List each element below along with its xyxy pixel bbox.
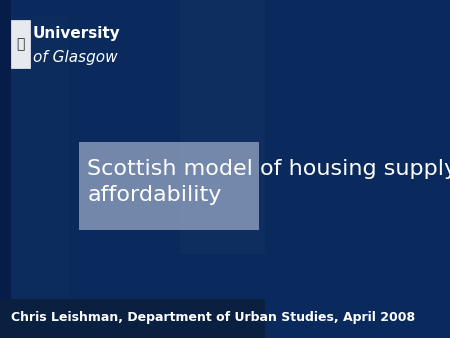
FancyBboxPatch shape [0, 0, 265, 338]
FancyBboxPatch shape [79, 142, 259, 230]
Bar [0, 0, 11, 338]
Text: Chris Leishman, Department of Urban Studies, April 2008: Chris Leishman, Department of Urban Stud… [11, 312, 415, 324]
Text: Scottish model of housing supply and
affordability: Scottish model of housing supply and aff… [87, 159, 450, 205]
FancyBboxPatch shape [180, 0, 265, 254]
Text: 🏛: 🏛 [16, 37, 25, 51]
Text: of Glasgow: of Glasgow [33, 50, 118, 65]
Bar [0, 299, 265, 338]
FancyBboxPatch shape [11, 17, 69, 304]
FancyBboxPatch shape [11, 20, 31, 68]
Text: University: University [33, 26, 121, 41]
